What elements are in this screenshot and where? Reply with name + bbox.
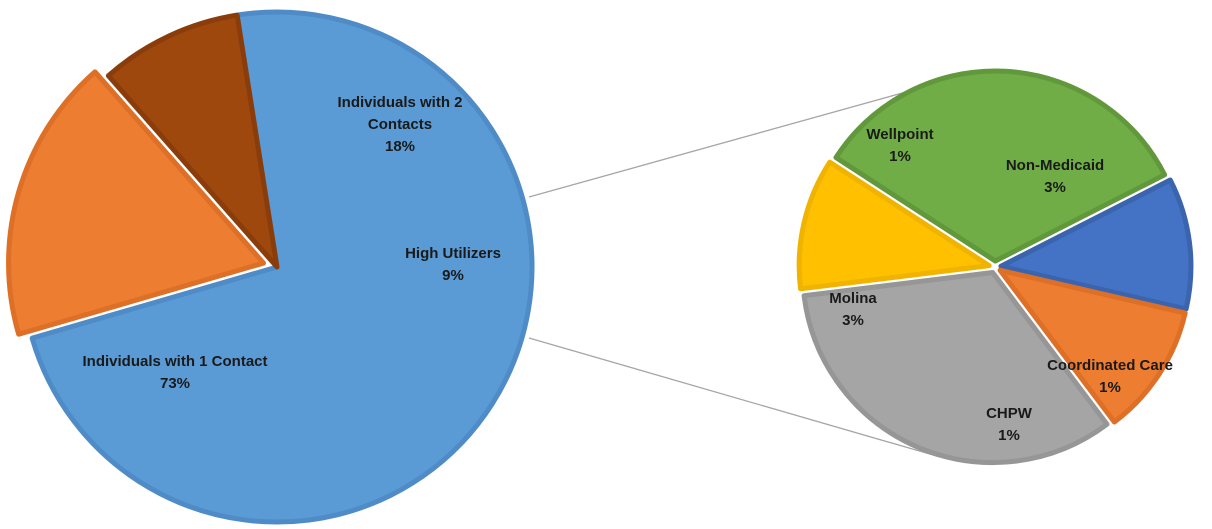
label-non-medicaid: Non-Medicaid 3% — [1006, 157, 1104, 196]
slice-category-label: Wellpoint — [866, 126, 933, 143]
slice-non-medicaid — [833, 68, 1168, 264]
label-molina: Molina 3% — [829, 290, 877, 329]
slice-individuals-with-2-contacts — [6, 69, 267, 337]
main-pie: Individuals with 1 Contact 73%Individuals… — [6, 9, 535, 525]
slice-category-label: Individuals with 2 — [337, 94, 462, 111]
slice-value-label: 9% — [442, 267, 464, 284]
slice-value-label: 3% — [842, 312, 864, 329]
label-individuals-with-2-contacts: Individuals with 2 Contacts 18% — [337, 94, 462, 155]
label-chpw: CHPW 1% — [986, 405, 1033, 444]
label-individuals-with-1-contact: Individuals with 1 Contact 73% — [82, 353, 267, 392]
slice-value-label: 1% — [1099, 379, 1121, 396]
slice-category-label: Individuals with 1 Contact — [82, 353, 267, 370]
slice-high-utilizers — [105, 12, 280, 270]
slice-category-label: Coordinated Care — [1047, 357, 1173, 374]
slice-category-label: Molina — [829, 290, 877, 307]
connector-line-bottom — [528, 337, 941, 458]
slice-value-label: 3% — [1044, 179, 1066, 196]
slice-value-label: 1% — [889, 148, 911, 165]
slice-category-label: Non-Medicaid — [1006, 157, 1104, 174]
slice-value-label: 73% — [160, 375, 190, 392]
slice-molina — [801, 270, 1110, 466]
connector-line-top — [528, 89, 914, 198]
slice-category-label: Contacts — [368, 116, 432, 133]
slice-category-label: High Utilizers — [405, 245, 501, 262]
slice-wellpoint — [796, 159, 992, 292]
slice-chpw — [997, 267, 1188, 425]
secondary-pie: Non-Medicaid 3% Coordinated Care 1% CHPW 1% Mo… — [796, 68, 1194, 466]
slice-value-label: 18% — [385, 138, 415, 155]
slice-category-label: CHPW — [986, 405, 1033, 422]
label-high-utilizers: High Utilizers 9% — [405, 245, 501, 284]
slice-coordinated-care — [998, 177, 1194, 312]
label-wellpoint: Wellpoint 1% — [866, 126, 933, 165]
label-coordinated-care: Coordinated Care 1% — [1047, 357, 1173, 396]
slice-individuals-with-1-contact — [29, 9, 535, 525]
slice-value-label: 1% — [998, 427, 1020, 444]
